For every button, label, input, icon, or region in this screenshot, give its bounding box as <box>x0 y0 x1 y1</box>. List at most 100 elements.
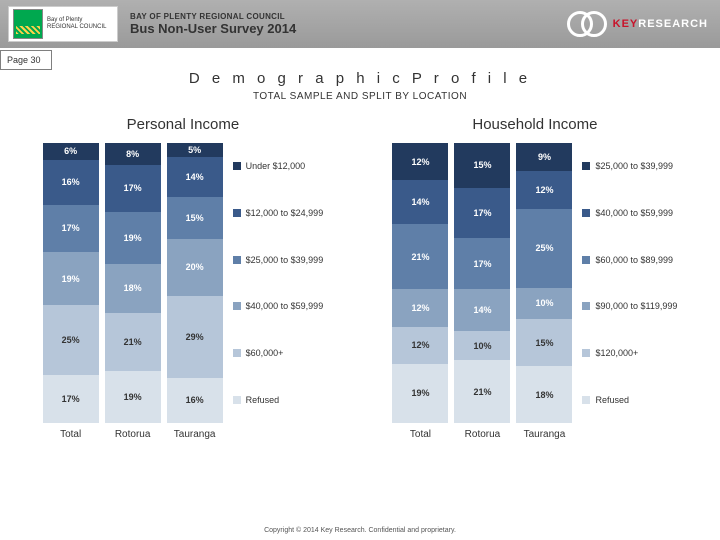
legend-item: $40,000 to $59,999 <box>233 301 324 311</box>
household-title: Household Income <box>472 116 597 133</box>
legend-swatch-icon <box>233 162 241 170</box>
bar-segment: 17% <box>454 238 510 289</box>
bar-category-label: Total <box>410 429 431 440</box>
legend-item: Refused <box>233 395 324 405</box>
personal-income-panel: Personal Income 6%16%17%19%25%17%Total8%… <box>43 116 324 440</box>
brand-right: RESEARCH <box>638 18 708 30</box>
bar-segment: 19% <box>392 364 448 423</box>
legend-item: $12,000 to $24,999 <box>233 208 324 218</box>
bar-column: 12%14%21%12%12%19%Total <box>392 143 448 440</box>
bar-segment: 17% <box>454 188 510 239</box>
legend-label: $40,000 to $59,999 <box>246 301 324 311</box>
bar-segment: 14% <box>392 180 448 224</box>
header-survey: Bus Non-User Survey 2014 <box>130 21 296 36</box>
bar-segment: 6% <box>43 143 99 160</box>
bar-segment: 21% <box>454 360 510 423</box>
bar-segment: 18% <box>516 366 572 423</box>
bar-segment: 17% <box>43 205 99 253</box>
legend-item: Under $12,000 <box>233 161 324 171</box>
legend-label: Refused <box>595 395 629 405</box>
bar-segment: 17% <box>43 375 99 423</box>
legend-label: $25,000 to $39,999 <box>595 161 673 171</box>
legend-swatch-icon <box>582 162 590 170</box>
legend-item: $60,000+ <box>233 348 324 358</box>
stacked-bar: 12%14%21%12%12%19% <box>392 143 448 423</box>
bar-category-label: Total <box>60 429 81 440</box>
bar-segment: 8% <box>105 143 161 165</box>
bar-category-label: Rotorua <box>115 429 151 440</box>
legend-swatch-icon <box>582 349 590 357</box>
bar-segment: 12% <box>392 143 448 180</box>
bar-segment: 21% <box>392 224 448 289</box>
brand-block: KEYRESEARCH <box>567 11 708 37</box>
stacked-bar: 9%12%25%10%15%18% <box>516 143 572 423</box>
circle-icon <box>581 11 607 37</box>
bar-segment: 19% <box>43 252 99 305</box>
bar-segment: 12% <box>392 327 448 364</box>
household-legend: $25,000 to $39,999 $40,000 to $59,999 $60,… <box>582 143 677 423</box>
logo-box: Bay of Plenty REGIONAL COUNCIL <box>8 6 118 42</box>
bar-segment: 14% <box>454 289 510 331</box>
household-income-panel: Household Income 12%14%21%12%12%19%Total… <box>392 116 677 440</box>
legend-swatch-icon <box>582 256 590 264</box>
bar-segment: 10% <box>454 331 510 361</box>
bar-segment: 17% <box>105 165 161 212</box>
legend-item: Refused <box>582 395 677 405</box>
legend-swatch-icon <box>582 209 590 217</box>
legend-label: $40,000 to $59,999 <box>595 208 673 218</box>
legend-item: $40,000 to $59,999 <box>582 208 677 218</box>
personal-legend: Under $12,000 $12,000 to $24,999 $25,000 t… <box>233 143 324 423</box>
bop-logo-icon <box>13 9 43 39</box>
legend-item: $25,000 to $39,999 <box>233 255 324 265</box>
bar-segment: 15% <box>516 319 572 366</box>
header-org: BAY OF PLENTY REGIONAL COUNCIL <box>130 12 296 21</box>
legend-label: $25,000 to $39,999 <box>246 255 324 265</box>
legend-label: $12,000 to $24,999 <box>246 208 324 218</box>
legend-label: $120,000+ <box>595 348 638 358</box>
legend-swatch-icon <box>233 256 241 264</box>
legend-label: $60,000+ <box>246 348 284 358</box>
personal-title: Personal Income <box>127 116 240 133</box>
bar-column: 8%17%19%18%21%19%Rotorua <box>105 143 161 440</box>
legend-item: $60,000 to $89,999 <box>582 255 677 265</box>
bar-segment: 25% <box>516 209 572 288</box>
household-bars: 12%14%21%12%12%19%Total15%17%17%14%10%21… <box>392 143 572 440</box>
bar-column: 9%12%25%10%15%18%Tauranga <box>516 143 572 440</box>
bar-segment: 16% <box>43 160 99 205</box>
bar-segment: 15% <box>167 197 223 239</box>
personal-bars: 6%16%17%19%25%17%Total8%17%19%18%21%19%R… <box>43 143 223 440</box>
bar-segment: 20% <box>167 239 223 296</box>
bar-segment: 21% <box>105 313 161 371</box>
bar-segment: 5% <box>167 143 223 157</box>
bar-segment: 19% <box>105 371 161 423</box>
legend-swatch-icon <box>233 396 241 404</box>
bar-segment: 19% <box>105 212 161 264</box>
legend-label: $90,000 to $119,999 <box>595 301 677 311</box>
bar-category-label: Rotorua <box>465 429 501 440</box>
bar-segment: 12% <box>392 289 448 326</box>
legend-item: $120,000+ <box>582 348 677 358</box>
logo-text: Bay of Plenty REGIONAL COUNCIL <box>47 17 106 30</box>
legend-swatch-icon <box>233 209 241 217</box>
legend-swatch-icon <box>582 302 590 310</box>
legend-swatch-icon <box>233 302 241 310</box>
brand-left: KEY <box>613 18 639 30</box>
bar-category-label: Tauranga <box>174 429 216 440</box>
bar-column: 6%16%17%19%25%17%Total <box>43 143 99 440</box>
page-number-tag: Page 30 <box>0 50 52 70</box>
brand-text: KEYRESEARCH <box>613 18 708 30</box>
legend-label: $60,000 to $89,999 <box>595 255 673 265</box>
legend-swatch-icon <box>582 396 590 404</box>
legend-item: $90,000 to $119,999 <box>582 301 677 311</box>
bar-column: 15%17%17%14%10%21%Rotorua <box>454 143 510 440</box>
bar-segment: 14% <box>167 157 223 197</box>
page-subtitle: TOTAL SAMPLE AND SPLIT BY LOCATION <box>0 91 720 102</box>
stacked-bar: 6%16%17%19%25%17% <box>43 143 99 423</box>
bar-segment: 25% <box>43 305 99 375</box>
logo-text-bot: REGIONAL COUNCIL <box>47 24 106 31</box>
bar-segment: 9% <box>516 143 572 171</box>
bar-column: 5%14%15%20%29%16%Tauranga <box>167 143 223 440</box>
legend-label: Under $12,000 <box>246 161 306 171</box>
logo-text-top: Bay of Plenty <box>47 17 106 24</box>
bar-segment: 10% <box>516 288 572 319</box>
